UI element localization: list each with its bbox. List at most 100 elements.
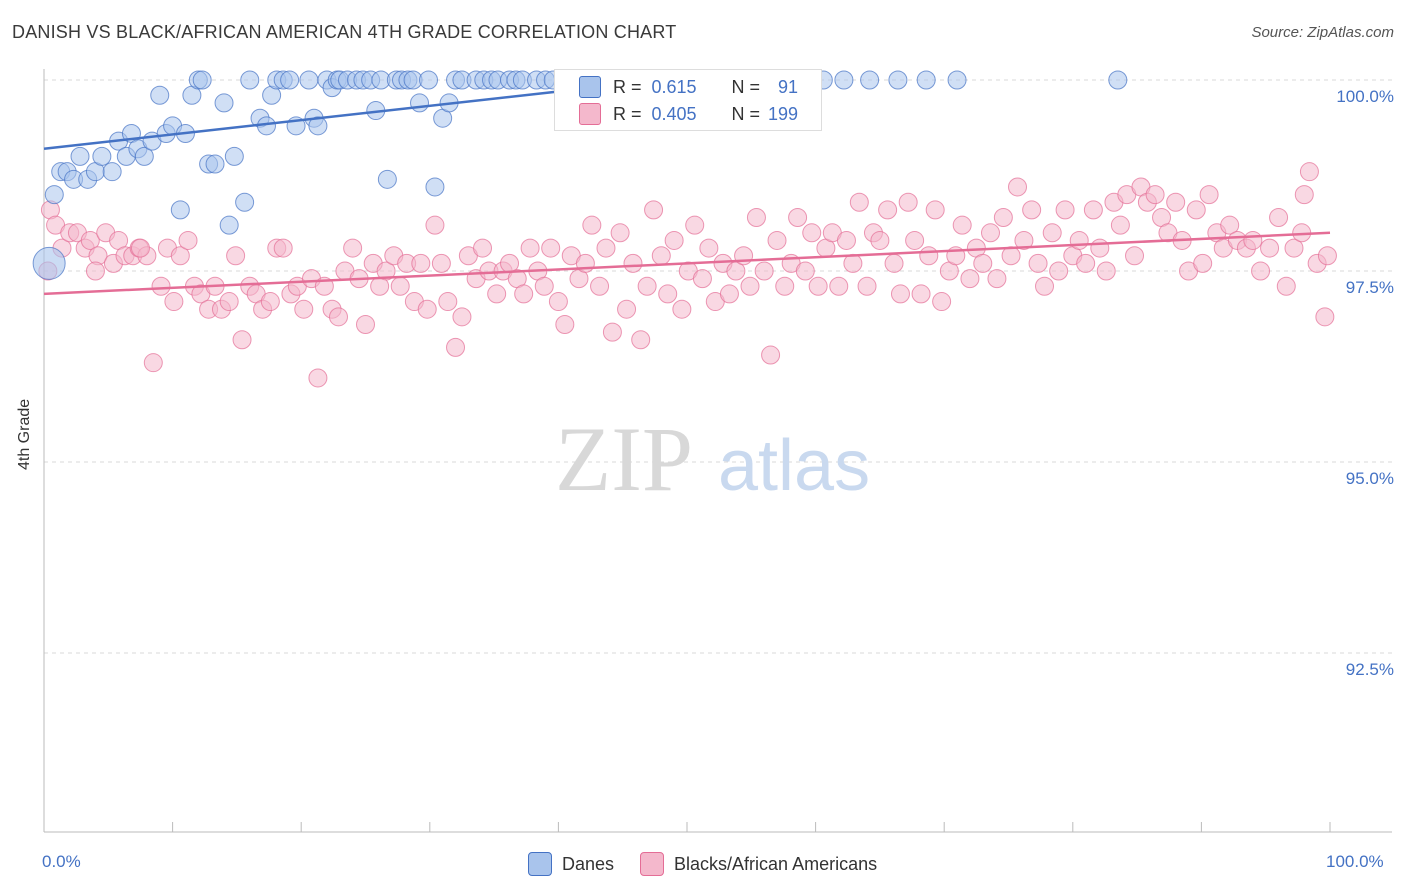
blacks-point-144 <box>1022 200 1042 220</box>
blacks-point-82 <box>596 238 616 258</box>
y-tick-95: 95.0% <box>1345 469 1394 488</box>
danes-point-15 <box>150 85 170 105</box>
danes-point-35 <box>280 70 300 90</box>
x-tick-right: 100.0% <box>1326 852 1384 871</box>
danes-point-18 <box>170 200 190 220</box>
blacks-point-162 <box>1145 185 1165 205</box>
blacks-point-103 <box>740 276 760 296</box>
blacks-point-189 <box>1294 185 1314 205</box>
blacks-point-169 <box>1193 253 1213 273</box>
blacks-point-151 <box>1069 230 1089 250</box>
blacks-point-139 <box>987 269 1007 289</box>
y-tick-100: 100.0% <box>1336 87 1394 106</box>
legend: Danes Blacks/African Americans <box>528 852 903 876</box>
blacks-point-17 <box>151 276 171 296</box>
blacks-point-58 <box>431 253 451 273</box>
blacks-point-145 <box>1028 253 1048 273</box>
danes-point-28 <box>235 192 255 212</box>
blacks-points <box>38 162 1337 388</box>
blacks-n-label: N = <box>731 103 761 124</box>
blacks-point-20 <box>170 246 190 266</box>
danes-point-8 <box>102 162 122 182</box>
blacks-point-16 <box>143 353 163 373</box>
blacks-point-29 <box>232 330 252 350</box>
blacks-point-108 <box>775 276 795 296</box>
danes-point-89 <box>947 70 967 90</box>
danes-n-value: 91 <box>778 76 799 97</box>
blacks-point-88 <box>637 276 657 296</box>
blacks-point-186 <box>1317 246 1337 266</box>
danes-n-label: N = <box>731 76 761 97</box>
blacks-point-97 <box>699 238 719 258</box>
danes-point-57 <box>425 177 445 197</box>
blacks-point-66 <box>487 284 507 304</box>
blacks-point-113 <box>808 276 828 296</box>
blacks-point-143 <box>1014 230 1034 250</box>
blacks-point-148 <box>1049 261 1069 281</box>
axes <box>43 69 1392 833</box>
blacks-point-52 <box>390 276 410 296</box>
blacks-point-165 <box>1166 192 1186 212</box>
blacks-point-105 <box>754 261 774 281</box>
stats-row-blacks: R = 0.405 N = 199 <box>579 103 798 125</box>
blacks-point-140 <box>993 208 1013 228</box>
danes-point-25 <box>214 93 234 113</box>
blacks-point-50 <box>376 261 396 281</box>
blacks-point-183 <box>1299 162 1319 182</box>
y-tick-92-5: 92.5% <box>1345 660 1394 679</box>
blacks-point-35 <box>273 238 293 258</box>
blacks-point-110 <box>788 208 808 228</box>
blacks-point-168 <box>1186 200 1206 220</box>
blacks-point-177 <box>1251 261 1271 281</box>
legend-item-blacks[interactable]: Blacks/African Americans <box>640 852 877 876</box>
blacks-point-75 <box>548 292 568 312</box>
danes-point-7 <box>92 146 112 166</box>
danes-point-85 <box>834 70 854 90</box>
danes-point-56 <box>419 70 439 90</box>
blacks-point-176 <box>1243 230 1263 250</box>
blacks-point-19 <box>164 292 184 312</box>
y-axis-label: 4th Grade <box>16 398 33 470</box>
blacks-point-91 <box>658 284 678 304</box>
watermark-atlas: atlas <box>718 426 870 506</box>
blacks-point-89 <box>644 200 664 220</box>
blacks-point-112 <box>802 223 822 243</box>
danes-point-87 <box>888 70 908 90</box>
blacks-point-85 <box>617 299 637 319</box>
blacks-point-134 <box>952 215 972 235</box>
y-tick-97-5: 97.5% <box>1345 278 1394 297</box>
blacks-point-188 <box>130 238 150 258</box>
blacks-point-70 <box>514 284 534 304</box>
legend-item-danes[interactable]: Danes <box>528 852 614 876</box>
danes-swatch <box>579 76 601 98</box>
danes-point-39 <box>308 116 328 136</box>
danes-point-13 <box>134 146 154 166</box>
danes-point-27 <box>224 146 244 166</box>
blacks-point-126 <box>898 192 918 212</box>
blacks-point-38 <box>294 299 314 319</box>
blacks-point-116 <box>829 276 849 296</box>
source-credit: Source: ZipAtlas.com <box>1251 24 1394 41</box>
blacks-point-92 <box>664 230 684 250</box>
watermark-zip: ZIP <box>555 408 693 510</box>
blacks-point-64 <box>473 238 493 258</box>
blacks-point-159 <box>1125 246 1145 266</box>
blacks-point-124 <box>884 253 904 273</box>
danes-point-24 <box>205 154 225 174</box>
blacks-point-57 <box>425 215 445 235</box>
blacks-point-107 <box>767 230 787 250</box>
danes-point-22 <box>192 70 212 90</box>
danes-point-4 <box>70 146 90 166</box>
blacks-r-value: 0.405 <box>651 103 697 124</box>
blacks-point-76 <box>555 314 575 334</box>
blacks-point-153 <box>1083 200 1103 220</box>
blacks-point-130 <box>925 200 945 220</box>
legend-blacks-label: Blacks/African Americans <box>674 853 878 874</box>
danes-point-90 <box>1108 70 1128 90</box>
blacks-point-147 <box>1042 223 1062 243</box>
blacks-point-100 <box>719 284 739 304</box>
danes-point-86 <box>860 70 880 90</box>
blacks-point-106 <box>761 345 781 365</box>
blacks-point-7 <box>80 230 100 250</box>
